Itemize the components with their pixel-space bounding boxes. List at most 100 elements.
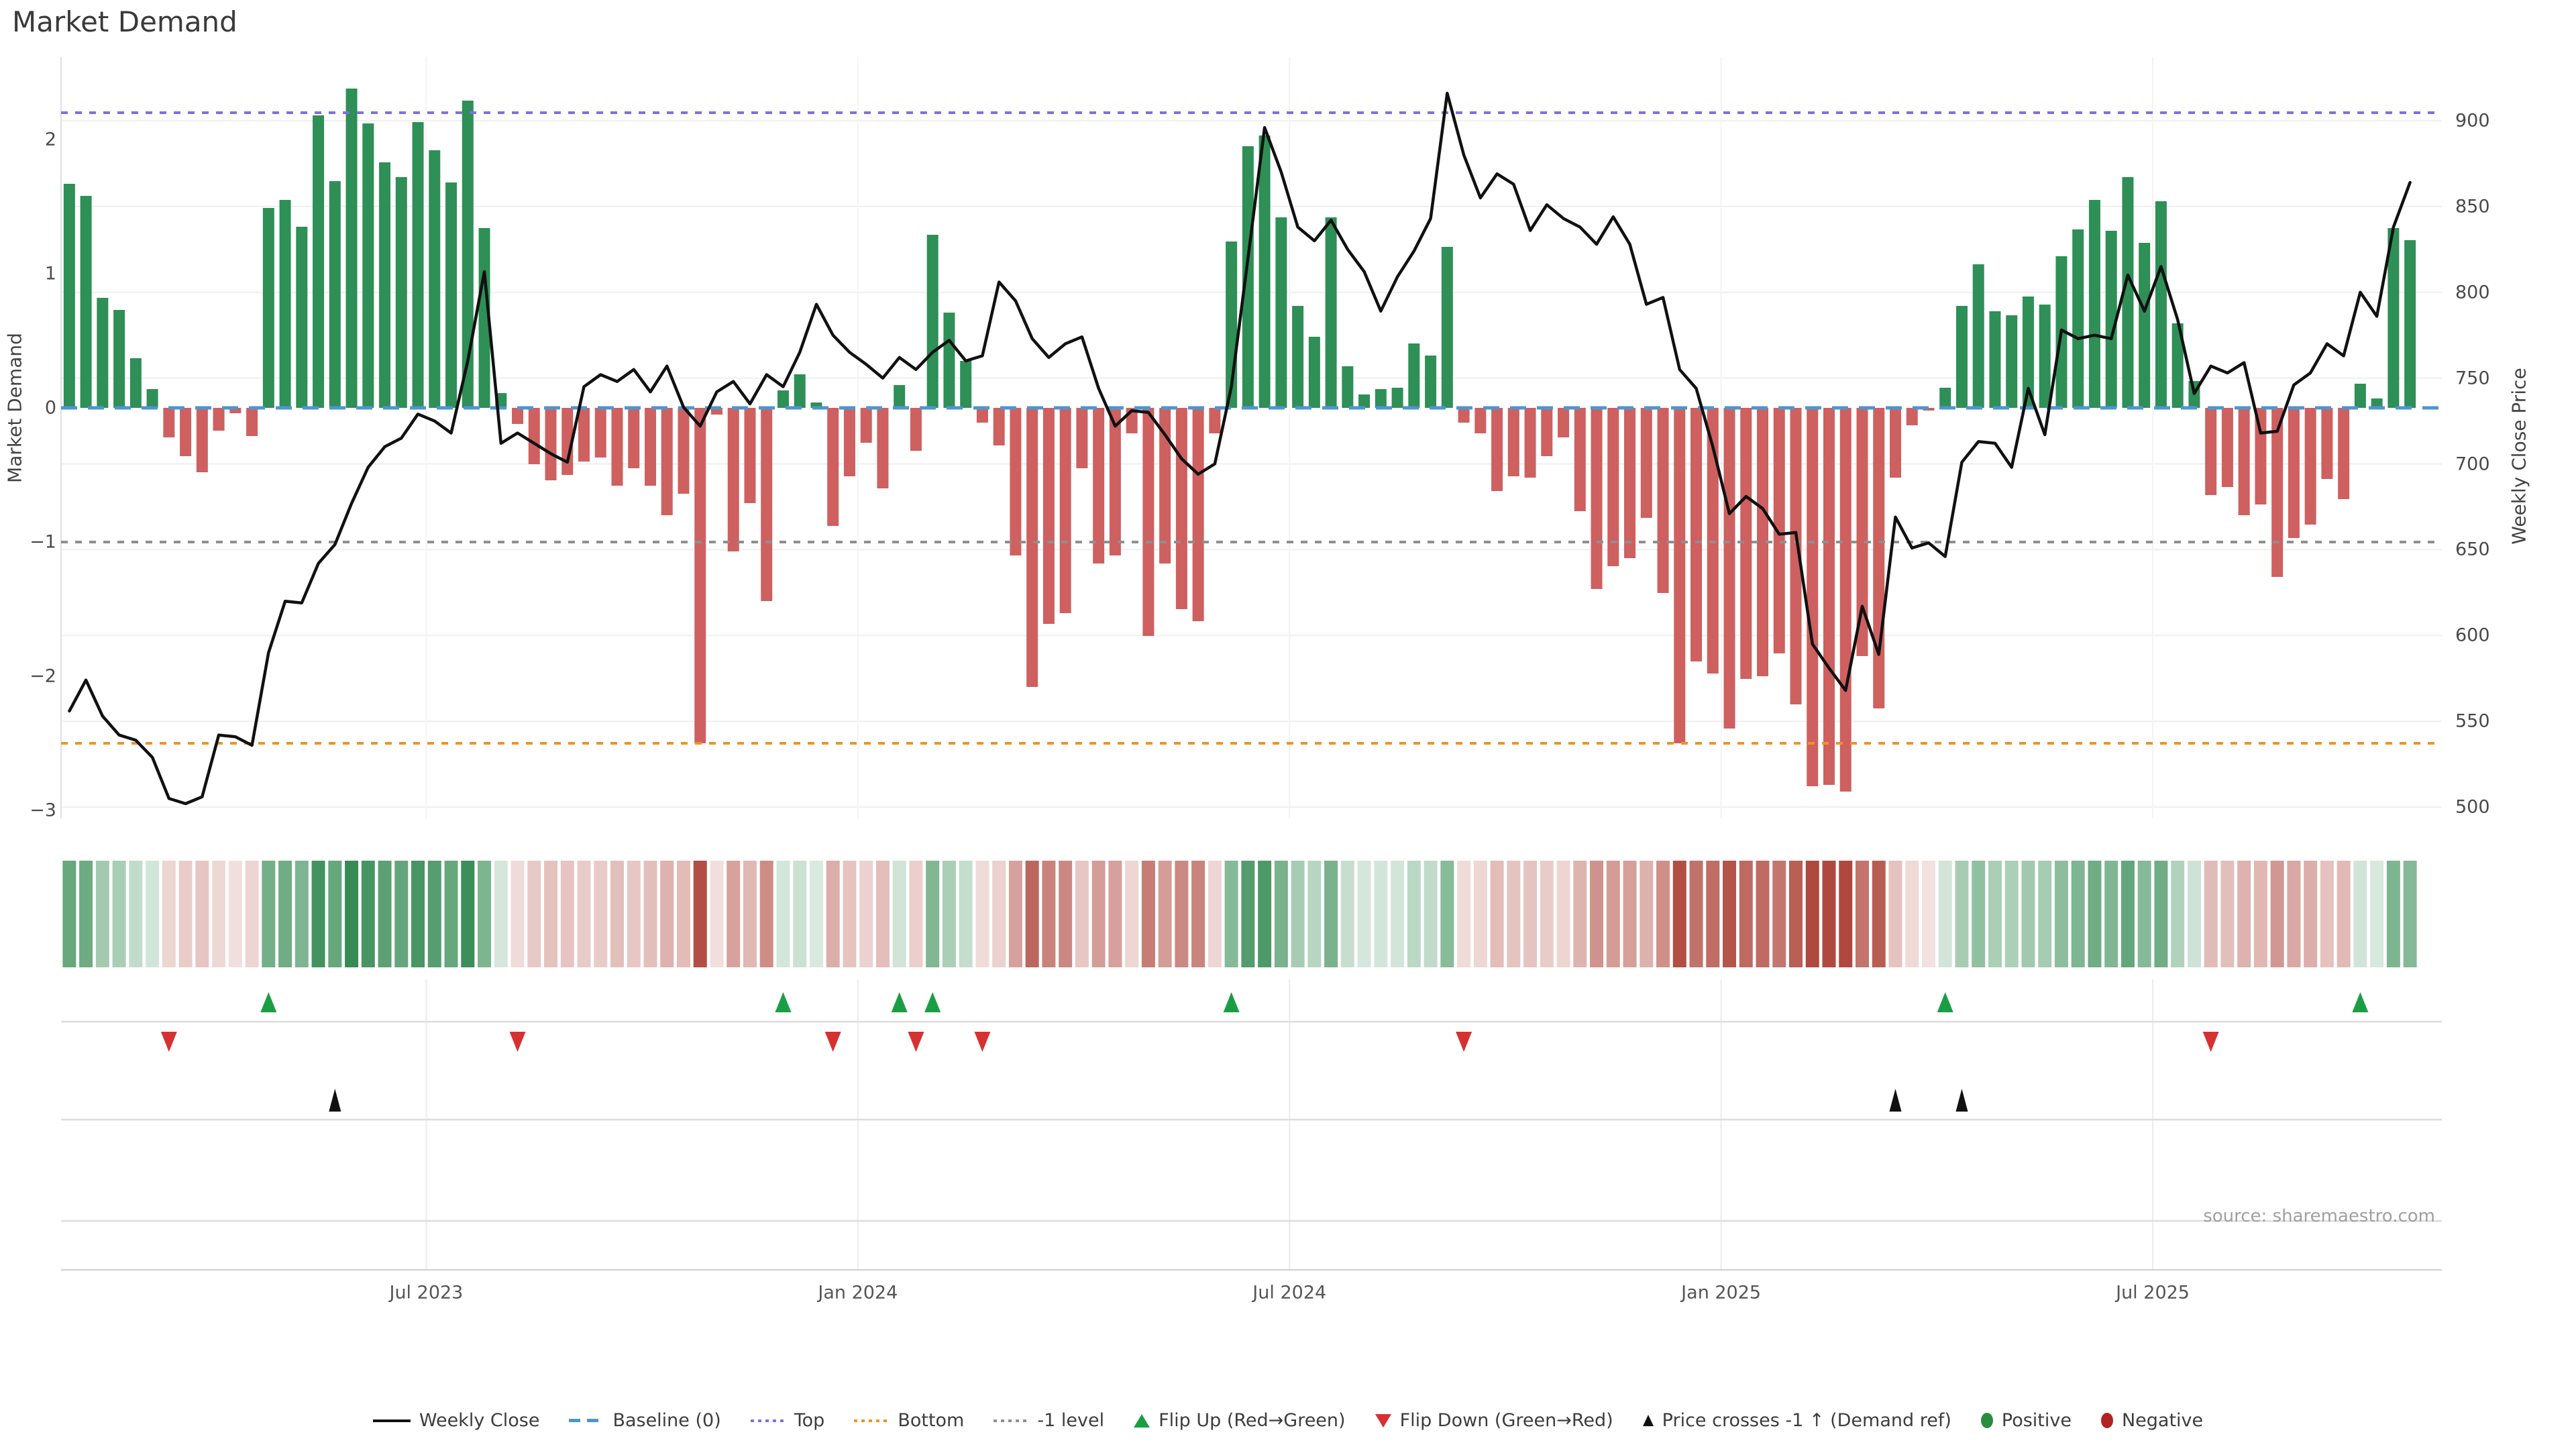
demand-bar	[80, 196, 92, 408]
demand-bar	[545, 408, 557, 480]
heatmap-cell	[975, 861, 989, 967]
demand-bar	[445, 182, 458, 408]
heatmap-cell	[527, 861, 541, 967]
demand-bar	[262, 208, 274, 408]
demand-bar	[976, 408, 988, 423]
heatmap-cell	[294, 861, 309, 967]
y-right-tick-label: 850	[2455, 196, 2490, 217]
demand-bar	[412, 122, 424, 408]
heatmap-cell	[1872, 861, 1886, 967]
demand-bar	[2205, 408, 2217, 495]
heatmap-cell	[1473, 861, 1487, 967]
heatmap-cell	[1175, 861, 1189, 967]
demand-bar	[1042, 408, 1055, 624]
demand-bar	[2221, 408, 2233, 487]
demand-bar	[1425, 356, 1437, 408]
heatmap-cell	[1590, 861, 1604, 967]
heatmap-cell	[693, 861, 707, 967]
heatmap-cell	[2353, 861, 2367, 967]
demand-bar	[1541, 408, 1553, 456]
heatmap-cell	[494, 861, 508, 967]
x-tick-label: Jan 2024	[818, 1282, 898, 1303]
legend-item-label: Flip Down (Green→Red)	[1399, 1410, 1613, 1431]
heatmap-cell	[1125, 861, 1139, 967]
demand-bar	[1342, 366, 1354, 408]
demand-bar	[1723, 408, 1735, 729]
heatmap-cell	[394, 861, 409, 967]
demand-bar	[1989, 311, 2001, 408]
heatmap-cell	[1258, 861, 1272, 967]
flip-up-marker	[775, 992, 792, 1012]
y-left-tick-label: 2	[44, 129, 56, 150]
y-left-tick-label: −3	[30, 800, 56, 821]
heatmap-cell	[2187, 861, 2201, 967]
demand-bar	[1906, 408, 1918, 425]
heatmap-cell	[1623, 861, 1637, 967]
demand-bar	[2022, 297, 2034, 408]
heatmap-cell	[627, 861, 641, 967]
heatmap-cell	[743, 861, 757, 967]
heatmap-cell	[2137, 861, 2151, 967]
demand-bar	[611, 408, 623, 486]
demand-bar	[2171, 323, 2184, 408]
heatmap-cell	[959, 861, 973, 967]
heatmap-cell	[660, 861, 674, 967]
heatmap-cell	[146, 861, 160, 967]
heatmap-cell	[1490, 861, 1504, 967]
demand-bar	[1823, 408, 1835, 785]
demand-bar	[1507, 408, 1519, 476]
heatmap-cell	[2320, 861, 2334, 967]
y-left-tick-label: 1	[44, 263, 56, 284]
triangle-up-icon	[1134, 1413, 1150, 1428]
legend-item: Flip Up (Red→Green)	[1134, 1410, 1346, 1431]
heatmap-cell	[1921, 861, 1935, 967]
demand-bar	[943, 313, 955, 408]
y-left-tick-label: 0	[44, 397, 56, 419]
demand-bar	[727, 408, 739, 551]
dots-icon	[750, 1419, 786, 1422]
demand-bar	[1109, 408, 1121, 555]
demand-bar	[2288, 408, 2300, 538]
heatmap-cell	[892, 861, 906, 967]
demand-bar	[2338, 408, 2350, 499]
demand-bar	[2155, 201, 2167, 408]
heatmap-cell	[909, 861, 923, 967]
legend-item-label: Baseline (0)	[612, 1410, 721, 1431]
demand-bar	[1640, 408, 1652, 518]
heatmap-cell	[859, 861, 873, 967]
demand-bar	[1308, 337, 1320, 408]
heatmap-cell	[1158, 861, 1172, 967]
demand-bar	[2371, 398, 2383, 408]
demand-bar	[329, 181, 341, 408]
price-cross-marker	[1889, 1089, 1902, 1112]
heatmap-cell	[776, 861, 790, 967]
heatmap-cell	[1241, 861, 1255, 967]
demand-bar	[129, 358, 142, 408]
demand-bar	[1690, 408, 1703, 661]
demand-bar	[429, 150, 441, 408]
heatmap-cell	[1025, 861, 1039, 967]
heatmap-cell	[2337, 861, 2351, 967]
legend-item-label: Weekly Close	[419, 1410, 540, 1431]
heatmap-cell	[1955, 861, 1969, 967]
demand-bar	[97, 298, 109, 408]
demand-bar	[1591, 408, 1603, 589]
demand-bar	[1757, 408, 1769, 676]
heatmap-cell	[1357, 861, 1371, 967]
heatmap-cell	[1424, 861, 1438, 967]
demand-bar	[213, 408, 225, 431]
heatmap-cell	[1988, 861, 2002, 967]
right-axis-title: Weekly Close Price	[2508, 368, 2530, 545]
heatmap-cell	[1540, 861, 1554, 967]
demand-bar	[578, 408, 590, 462]
heatmap-cell	[1972, 861, 1986, 967]
demand-bar	[1491, 408, 1503, 491]
heatmap-cell	[162, 861, 176, 967]
heatmap-cell	[1672, 861, 1686, 967]
demand-bar	[827, 408, 839, 526]
heatmap-cell	[129, 861, 143, 967]
demand-bar	[628, 408, 640, 468]
price-cross-marker	[1955, 1089, 1968, 1112]
heatmap-cell	[1839, 861, 1853, 967]
demand-bar	[1773, 408, 1785, 653]
